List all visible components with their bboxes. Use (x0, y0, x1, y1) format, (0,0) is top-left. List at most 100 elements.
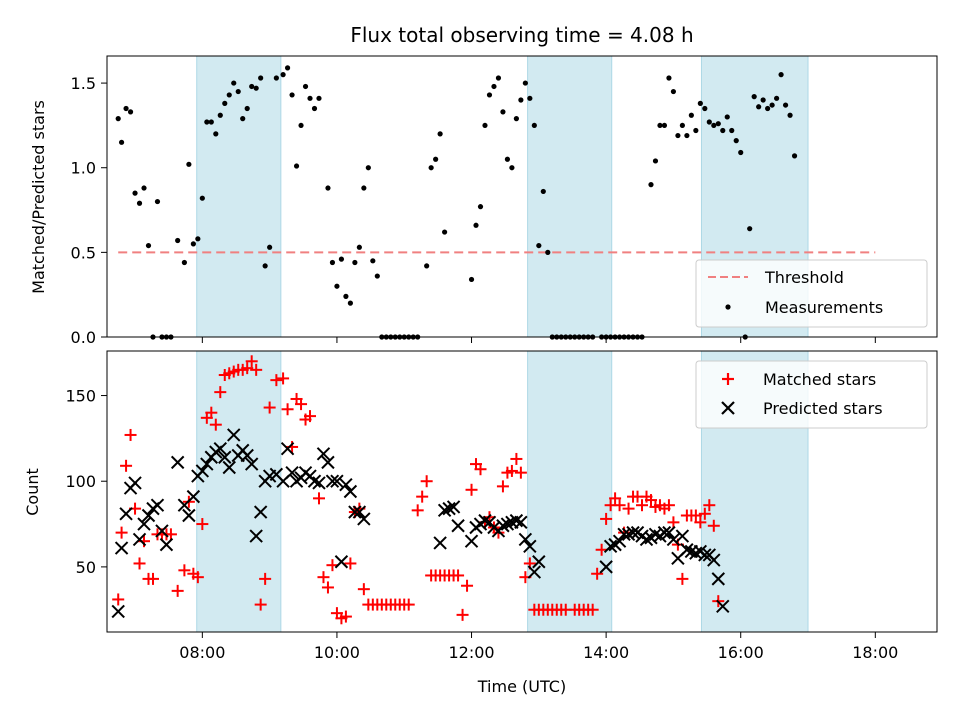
measurement-point (352, 259, 358, 266)
shaded-interval (527, 55, 613, 338)
predicted-star-point (532, 555, 546, 569)
measurement-point (199, 195, 205, 201)
measurement-point (782, 102, 789, 108)
measurement-point (688, 112, 694, 118)
measurement-point (329, 259, 336, 266)
predicted-star-point (348, 505, 362, 519)
matched-star-point (277, 372, 290, 385)
predicted-star-point (464, 534, 479, 548)
matched-star-point (622, 502, 635, 515)
measurement-point (240, 116, 246, 122)
top-x-ticks (201, 337, 876, 343)
measurement-point (760, 97, 766, 103)
bottom-legend: Matched stars Predicted stars (695, 360, 928, 429)
predicted-star-point (195, 464, 210, 478)
matched-star-point (263, 401, 276, 414)
measurement-point (307, 95, 313, 101)
measurement-point (370, 258, 376, 264)
measurement-point (273, 75, 279, 81)
matched-star-point (339, 610, 352, 623)
predicted-star-point (496, 519, 510, 533)
measurement-point (267, 244, 273, 250)
predicted-star-point (343, 484, 358, 499)
measurement-point (518, 97, 524, 103)
matched-star-point (402, 598, 415, 611)
measurement-point (132, 190, 138, 196)
measurement-point (338, 256, 345, 262)
predicted-star-point (227, 428, 241, 442)
measurement-point (774, 95, 780, 101)
matched-star-point (456, 608, 469, 621)
matched-star-point (465, 483, 478, 496)
predicted-star-point (612, 534, 627, 548)
measurement-point (652, 158, 659, 164)
measurement-point (661, 122, 668, 129)
matched-star-point (411, 504, 424, 517)
matched-star-point (452, 569, 465, 582)
matched-star-point (420, 475, 433, 488)
predicted-star-point (119, 507, 133, 521)
legend-threshold-label: Threshold (764, 268, 844, 287)
x-tick-label: 12:00 (448, 643, 494, 662)
measurement-point (747, 226, 753, 232)
measurement-point (217, 112, 223, 118)
measurement-point (491, 83, 497, 90)
measurement-point (787, 112, 793, 118)
matched-star-point (461, 579, 474, 592)
top-y-tick-label: 0.0 (71, 328, 96, 347)
measurement-point (208, 119, 214, 125)
measurement-point (262, 263, 268, 269)
matched-star-point (326, 559, 339, 572)
x-tick-label: 14:00 (583, 643, 629, 662)
x-tick-label: 08:00 (179, 643, 225, 662)
predicted-star-point (680, 543, 694, 557)
matched-star-points (112, 355, 725, 625)
matched-star-point (644, 494, 657, 507)
measurement-point (222, 100, 228, 106)
measurement-point (531, 122, 537, 129)
predicted-star-point (137, 517, 151, 531)
predicted-star-point (698, 548, 712, 562)
measurement-point (733, 138, 739, 144)
measurement-point (204, 119, 210, 125)
measurement-point (374, 273, 380, 279)
predicted-star-point (518, 532, 533, 547)
measurement-point (343, 293, 349, 299)
bottom-legend-box (695, 360, 928, 429)
measurement-point (145, 242, 152, 249)
measurement-point (666, 75, 672, 81)
predicted-star-point (253, 505, 268, 519)
measurement-point (504, 156, 511, 162)
predicted-star-point (186, 489, 201, 504)
measurement-point (181, 259, 187, 266)
measurement-point (235, 88, 241, 95)
predicted-star-point (218, 450, 232, 464)
measurement-point (141, 185, 147, 191)
top-legend-box (695, 259, 928, 328)
matched-star-point (636, 499, 649, 512)
predicted-star-point (662, 525, 676, 540)
x-tick-label: 16:00 (718, 643, 764, 662)
matched-star-point (241, 362, 254, 375)
predicted-star-point (711, 572, 725, 586)
predicted-star-point (442, 501, 456, 516)
legend-matched-swatch (722, 373, 734, 385)
measurement-point (536, 242, 542, 249)
legend-measurements-label: Measurements (765, 298, 883, 317)
measurement-point (249, 83, 255, 90)
measurement-point (711, 122, 717, 129)
measurement-point (195, 236, 201, 242)
predicted-star-point (478, 513, 492, 528)
measurement-point (190, 241, 196, 247)
measurement-point (697, 100, 703, 106)
measurement-point (513, 116, 519, 122)
measurement-point (756, 104, 762, 110)
measurement-point (118, 139, 125, 145)
top-plot-frame (106, 55, 938, 338)
predicted-star-point (321, 455, 335, 470)
measurement-point (186, 161, 192, 167)
matched-star-point (304, 410, 317, 423)
measurement-point (540, 188, 546, 195)
predicted-star-point (716, 599, 730, 614)
bottom-plot-frame (106, 350, 938, 633)
